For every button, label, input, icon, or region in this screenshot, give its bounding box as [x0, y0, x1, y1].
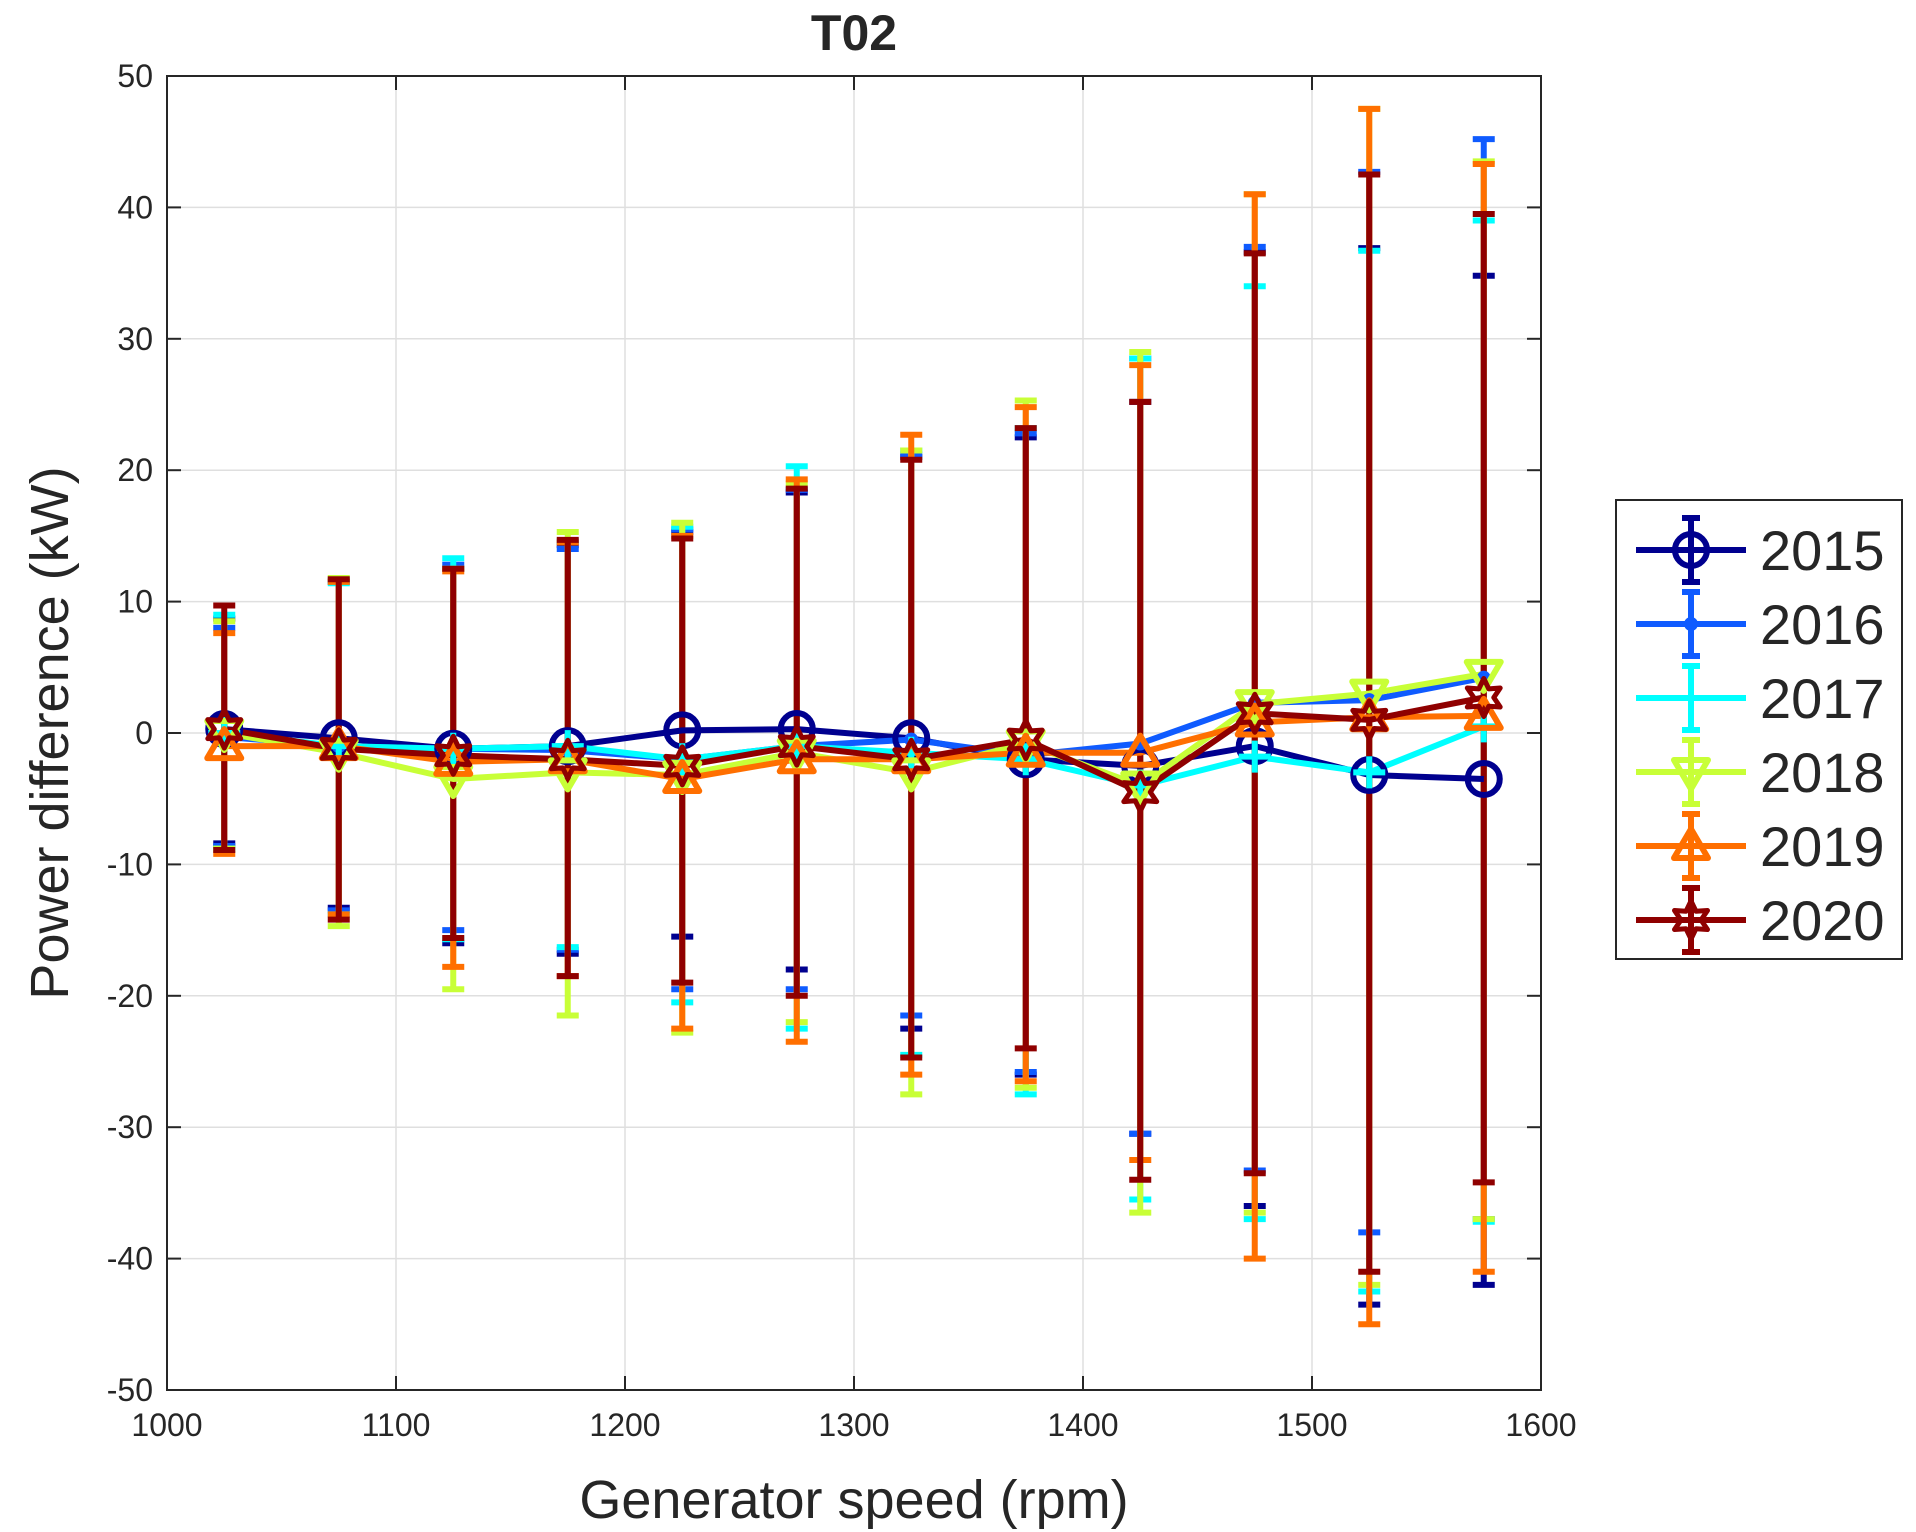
y-tick-label: 10 — [117, 584, 153, 620]
x-tick-label: 1400 — [1047, 1407, 1118, 1443]
data-point-2018 — [433, 763, 474, 799]
y-tick-label: 30 — [117, 321, 153, 357]
legend-marker — [1684, 617, 1698, 631]
data-point-2020 — [1350, 698, 1389, 742]
y-tick-label: 50 — [117, 58, 153, 94]
y-tick-label: -50 — [107, 1372, 153, 1408]
data-point-2018 — [1463, 658, 1504, 694]
data-point-2020 — [434, 733, 473, 777]
data-point-2020 — [663, 744, 702, 788]
legend-entry-2016: 2016 — [1636, 589, 1885, 659]
legend-label: 2017 — [1760, 667, 1885, 730]
legend-entry-2015: 2015 — [1636, 515, 1885, 585]
data-point-2020 — [1006, 718, 1045, 762]
y-tick-label: 20 — [117, 452, 153, 488]
legend-label: 2016 — [1760, 593, 1885, 656]
legend-marker — [1672, 898, 1710, 942]
data-point-2019 — [547, 739, 588, 775]
data-point-2018 — [1349, 678, 1390, 714]
x-tick-label: 1500 — [1276, 1407, 1347, 1443]
data-point-2020 — [1464, 676, 1503, 719]
data-point-2019 — [1120, 732, 1161, 768]
data-point-2015 — [1464, 759, 1503, 798]
x-tick-label: 1000 — [131, 1407, 202, 1443]
data-point-2019 — [891, 739, 932, 775]
y-tick-label: -10 — [107, 846, 153, 882]
chart-title: T02 — [811, 5, 897, 61]
legend-marker — [1671, 826, 1711, 861]
x-tick-label: 1300 — [818, 1407, 889, 1443]
data-point-2019 — [1463, 695, 1504, 731]
data-point-2019 — [318, 726, 359, 762]
x-tick-label: 1600 — [1505, 1407, 1576, 1443]
legend-marker — [1672, 531, 1710, 569]
legend-marker — [1675, 682, 1707, 714]
legend-entry-2017: 2017 — [1636, 663, 1885, 733]
series-markers — [204, 658, 1504, 814]
y-tick-label: -40 — [107, 1241, 153, 1277]
series-line-2020 — [223, 694, 1485, 796]
x-tick-label: 1100 — [362, 1407, 431, 1443]
axis-ticks: 1000 1100 1200 1300 1400 1500 1600 -50 -40 -30 -20… — [107, 58, 1577, 1443]
data-point-2020 — [205, 707, 244, 751]
legend-label: 2018 — [1760, 741, 1885, 804]
series-line-2017 — [223, 723, 1485, 789]
legend-label: 2019 — [1760, 815, 1885, 878]
data-point-2017 — [1238, 740, 1271, 773]
errorbar-2020 — [1358, 171, 1381, 1275]
data-point-2020 — [319, 727, 358, 771]
legend-entry-2020: 2020 — [1636, 885, 1885, 955]
legend-marker — [1671, 757, 1711, 792]
data-point-2018 — [547, 757, 588, 793]
data-point-2020 — [548, 737, 587, 781]
legend-box — [1615, 499, 1903, 960]
series-line-2019 — [224, 712, 1484, 782]
y-tick-label: 40 — [117, 189, 153, 225]
data-point-2020 — [1235, 691, 1274, 735]
legend-label: 2015 — [1760, 519, 1885, 582]
data-point-2020 — [892, 737, 931, 781]
data-point-2020 — [777, 724, 816, 768]
legend: 2015 2016 2017 2018 2019 2020 — [1615, 499, 1903, 960]
x-axis-label: Generator speed (rpm) — [579, 1470, 1128, 1530]
data-point-2017 — [1353, 756, 1386, 789]
x-tick-label: 1200 — [589, 1407, 660, 1443]
y-tick-label: -20 — [107, 978, 153, 1014]
series-lines — [223, 670, 1485, 796]
legend-label: 2020 — [1760, 889, 1885, 952]
y-tick-label: -30 — [107, 1109, 153, 1145]
y-tick-label: 0 — [135, 715, 153, 751]
data-point-2018 — [891, 757, 932, 793]
y-axis-label: Power difference (kW) — [20, 466, 80, 999]
legend-entry-2018: 2018 — [1636, 737, 1885, 807]
data-point-2019 — [204, 726, 245, 762]
data-point-2020 — [1121, 770, 1160, 814]
legend-entry-2019: 2019 — [1636, 811, 1885, 881]
data-point-2019 — [1349, 697, 1390, 733]
